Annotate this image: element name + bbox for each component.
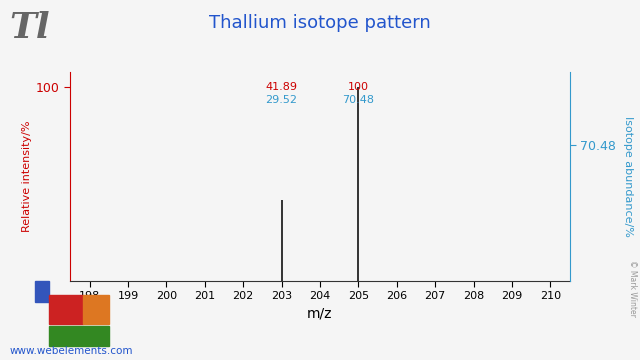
FancyBboxPatch shape (83, 295, 109, 324)
Text: www.webelements.com: www.webelements.com (10, 346, 133, 356)
Text: 70.48: 70.48 (342, 95, 374, 105)
FancyBboxPatch shape (49, 295, 83, 324)
Text: 29.52: 29.52 (266, 95, 298, 105)
FancyBboxPatch shape (49, 326, 109, 346)
Text: Thallium isotope pattern: Thallium isotope pattern (209, 14, 431, 32)
Text: © Mark Winter: © Mark Winter (628, 260, 637, 317)
X-axis label: m/z: m/z (307, 307, 333, 321)
Text: 100: 100 (348, 82, 369, 92)
Y-axis label: Relative intensity/%: Relative intensity/% (22, 121, 32, 232)
FancyBboxPatch shape (35, 281, 49, 302)
Y-axis label: Isotope abundance/%: Isotope abundance/% (623, 116, 632, 237)
Text: Tl: Tl (10, 11, 50, 45)
Text: 41.89: 41.89 (266, 82, 298, 92)
